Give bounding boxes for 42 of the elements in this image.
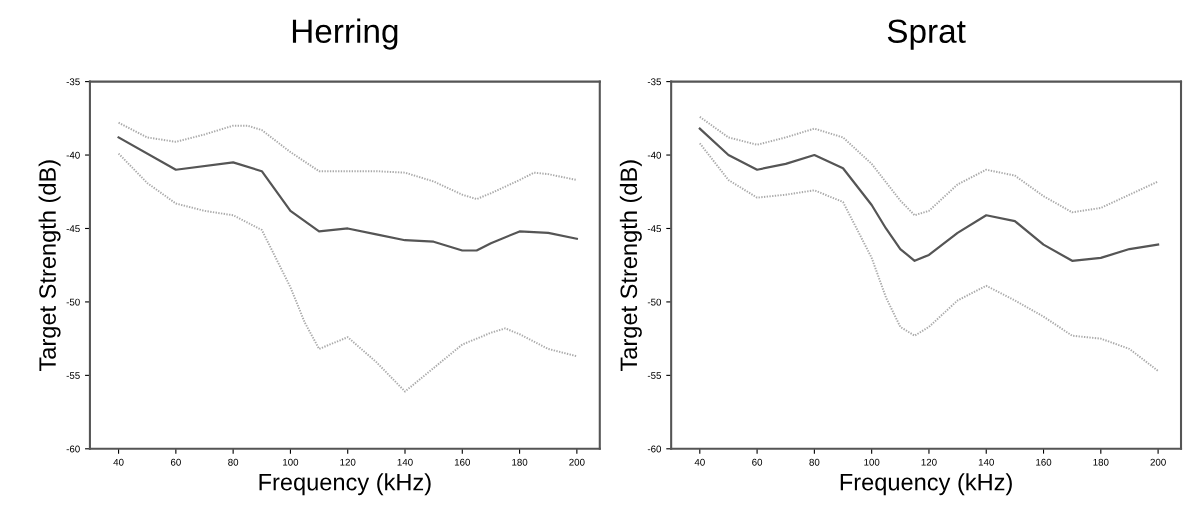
line-series	[117, 121, 578, 201]
x-tick-label: 180	[512, 458, 528, 466]
y-tick-label: -55	[647, 372, 662, 379]
x-tick-label: 140	[397, 458, 413, 466]
x-tick-label: 100	[864, 458, 880, 466]
x-tick-label: 40	[694, 458, 705, 466]
line-series	[698, 115, 1160, 217]
y-tick-label: -45	[647, 225, 662, 233]
y-tick-label: -40	[647, 151, 662, 159]
line-series	[117, 152, 578, 393]
x-tick-label: 120	[921, 458, 937, 466]
x-tick-label: 100	[283, 458, 299, 466]
y-axis-title: Target Strength (dB)	[38, 160, 61, 371]
line-series	[698, 127, 1160, 262]
y-tick-label: -50	[66, 298, 80, 306]
x-tick-label: 200	[569, 458, 585, 466]
chart-title: Sprat	[887, 19, 966, 50]
x-tick-label: 60	[170, 458, 181, 466]
y-tick-label: -60	[66, 445, 80, 453]
y-axis-title: Target Strength (dB)	[619, 160, 642, 371]
x-tick-label: 180	[1093, 458, 1109, 466]
x-tick-label: 140	[978, 458, 994, 466]
line-series	[117, 136, 578, 252]
y-tick-label: -35	[647, 78, 662, 86]
x-tick-label: 40	[113, 458, 124, 466]
line-series	[698, 142, 1160, 372]
y-tick-label: -50	[647, 298, 662, 306]
y-tick-label: -35	[66, 78, 80, 86]
x-tick-label: 60	[752, 458, 763, 466]
chart-title: Herring	[292, 18, 398, 50]
y-tick-label: -55	[66, 372, 80, 379]
x-tick-label: 200	[1150, 458, 1166, 466]
x-tick-label: 80	[809, 458, 820, 466]
x-axis-title: Frequency (kHz)	[840, 473, 1012, 496]
x-axis-title: Frequency (kHz)	[259, 473, 431, 496]
x-tick-label: 160	[1036, 458, 1052, 466]
y-tick-label: -40	[66, 151, 80, 159]
y-tick-label: -60	[647, 445, 662, 453]
x-tick-label: 80	[228, 458, 239, 466]
x-tick-label: 120	[340, 458, 356, 466]
x-tick-label: 160	[454, 458, 471, 466]
y-tick-label: -45	[66, 225, 80, 233]
